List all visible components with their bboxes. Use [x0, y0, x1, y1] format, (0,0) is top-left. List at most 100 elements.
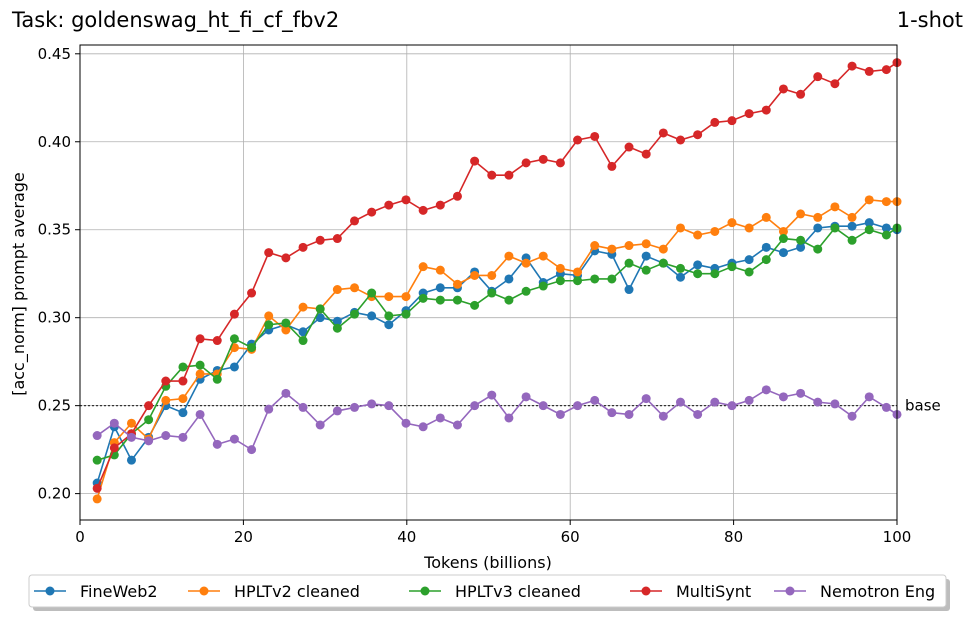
data-point	[675, 272, 685, 282]
data-point	[350, 402, 360, 412]
data-point	[247, 445, 257, 455]
data-point	[658, 258, 668, 268]
data-point	[264, 404, 274, 414]
legend-item: HPLTv3 cleaned	[409, 582, 581, 601]
chart-subtitle: 1-shot	[897, 8, 963, 32]
data-point	[350, 216, 360, 226]
x-axis-label: Tokens (billions)	[423, 553, 552, 572]
data-point	[607, 274, 617, 284]
data-point	[315, 304, 325, 314]
legend-swatch-marker	[785, 586, 795, 596]
data-point	[624, 241, 634, 251]
data-point	[693, 260, 703, 270]
baseline-label: base	[905, 397, 941, 415]
data-point	[504, 170, 514, 180]
data-point	[109, 418, 119, 428]
data-point	[315, 235, 325, 245]
data-point	[641, 265, 651, 275]
data-point	[435, 413, 445, 423]
data-point	[607, 244, 617, 254]
data-point	[470, 156, 480, 166]
data-point	[281, 318, 291, 328]
data-point	[641, 239, 651, 249]
data-point	[727, 262, 737, 272]
grid	[79, 45, 898, 520]
data-point	[384, 292, 394, 302]
chart-title: Task: goldenswag_ht_fi_cf_fbv2	[11, 8, 339, 33]
data-point	[332, 323, 342, 333]
data-point	[710, 226, 720, 236]
data-point	[384, 401, 394, 411]
data-point	[693, 409, 703, 419]
legend-item: HPLTv2 cleaned	[188, 582, 360, 601]
data-point	[555, 263, 565, 273]
data-point	[452, 420, 462, 430]
data-point	[847, 411, 857, 421]
data-point	[881, 230, 891, 240]
data-point	[641, 251, 651, 261]
data-point	[521, 392, 531, 402]
data-point	[435, 295, 445, 305]
data-point	[178, 362, 188, 372]
data-point	[727, 401, 737, 411]
data-point	[144, 401, 154, 411]
data-point	[315, 420, 325, 430]
data-point	[607, 408, 617, 418]
data-point	[178, 408, 188, 418]
data-point	[521, 158, 531, 168]
data-point	[281, 325, 291, 335]
data-point	[212, 374, 222, 384]
data-point	[675, 263, 685, 273]
data-point	[367, 399, 377, 409]
data-point	[796, 209, 806, 219]
data-point	[778, 248, 788, 258]
legend-label: FineWeb2	[80, 582, 158, 601]
data-point	[761, 385, 771, 395]
data-point	[281, 388, 291, 398]
data-point	[624, 258, 634, 268]
data-point	[813, 397, 823, 407]
legend-item: MultiSynt	[630, 582, 751, 601]
data-point	[144, 436, 154, 446]
x-tick-label: 100	[883, 528, 912, 546]
x-tick-label: 20	[234, 528, 253, 546]
data-point	[470, 270, 480, 280]
data-point	[813, 223, 823, 233]
legend: FineWeb2 HPLTv2 cleaned HPLTv3 cleaned Mult…	[28, 574, 950, 611]
data-point	[778, 392, 788, 402]
data-point	[761, 242, 771, 252]
legend-swatch-marker	[199, 586, 209, 596]
data-point	[332, 316, 342, 326]
data-point	[126, 455, 136, 465]
data-point	[126, 432, 136, 442]
legend-swatch-marker	[45, 586, 55, 596]
data-point	[658, 244, 668, 254]
data-point	[315, 313, 325, 323]
data-point	[761, 255, 771, 265]
data-point	[555, 276, 565, 286]
data-point	[367, 207, 377, 217]
data-point	[538, 154, 548, 164]
data-point	[504, 413, 514, 423]
data-point	[744, 109, 754, 119]
plot-frame	[79, 44, 898, 521]
data-point	[641, 394, 651, 404]
data-point	[590, 131, 600, 141]
data-point	[504, 295, 514, 305]
data-point	[92, 455, 102, 465]
y-tick-label: 0.20	[38, 485, 71, 503]
y-tick-label: 0.45	[38, 45, 71, 63]
data-point	[264, 311, 274, 321]
data-point	[109, 443, 119, 453]
data-point	[796, 242, 806, 252]
data-point	[521, 286, 531, 296]
axes: 0 20 40 60 80 100 0.20 0.25 0.30 0.35 0.40 0.45	[38, 45, 912, 546]
legend-item: Nemotron Eng	[774, 582, 935, 601]
data-point	[229, 362, 239, 372]
data-point	[178, 432, 188, 442]
data-point	[452, 295, 462, 305]
data-point	[881, 197, 891, 207]
baseline: base	[80, 397, 941, 415]
data-point	[178, 394, 188, 404]
